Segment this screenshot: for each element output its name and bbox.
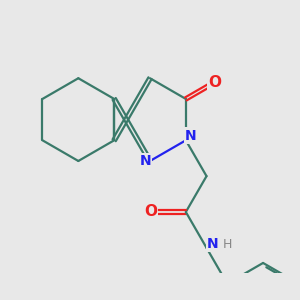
- Text: N: N: [140, 154, 151, 168]
- Text: N: N: [185, 129, 197, 142]
- Text: O: O: [208, 75, 221, 90]
- Text: N: N: [207, 237, 218, 251]
- Text: H: H: [223, 238, 232, 251]
- Text: O: O: [144, 205, 157, 220]
